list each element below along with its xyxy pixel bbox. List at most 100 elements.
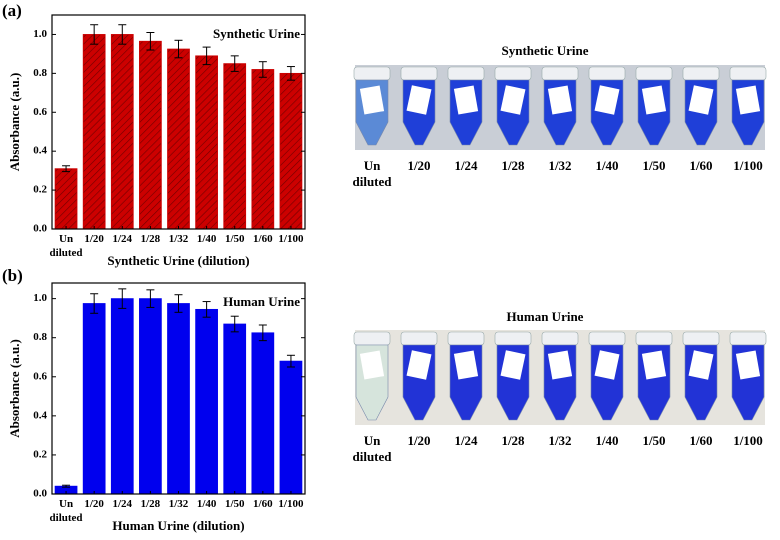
photo-label: 1/28 — [501, 433, 525, 448]
y-tick-label: 0.6 — [33, 106, 47, 118]
x-tick-label: 1/32 — [168, 498, 189, 510]
error-bar — [230, 315, 239, 333]
x-tick-label: 1/100 — [278, 498, 304, 510]
tube-cap — [729, 66, 767, 81]
bar — [251, 69, 275, 230]
tube-cap — [729, 331, 767, 346]
x-tick-label: Un diluted — [49, 498, 83, 524]
photo-label: Un diluted — [352, 433, 392, 465]
y-axis-label: Absorbance (a.u.) — [7, 73, 22, 172]
photo-label: 1/24 — [454, 158, 478, 173]
x-tick-label: 1/24 — [112, 233, 133, 245]
tube-cap — [353, 66, 391, 81]
y-tick-label: 1.0 — [33, 28, 47, 40]
error-bar — [174, 294, 183, 313]
error-bar — [202, 46, 211, 66]
photo-label: 1/32 — [548, 158, 572, 173]
bar — [82, 34, 106, 230]
x-tick-label: 1/24 — [112, 498, 133, 510]
tube-tag — [547, 350, 573, 380]
photo-title: Synthetic Urine — [501, 43, 588, 58]
tube-cap — [353, 331, 391, 346]
x-tick-label: 1/40 — [196, 498, 217, 510]
y-tick-label: 0.4 — [33, 145, 47, 157]
tube-tag — [500, 350, 526, 380]
x-axis-label: Human Urine (dilution) — [112, 518, 244, 533]
photo — [353, 330, 767, 425]
y-tick-label: 0.4 — [33, 409, 47, 421]
error-bar — [118, 24, 127, 45]
panel-label: (b) — [2, 266, 23, 285]
x-tick-label: 1/28 — [140, 498, 161, 510]
error-bar — [286, 66, 295, 81]
bar — [195, 55, 218, 230]
x-tick-label: 1/50 — [224, 233, 245, 245]
error-bar — [230, 55, 239, 72]
bar — [139, 40, 162, 230]
tube-cap — [682, 66, 720, 81]
tube-cap — [588, 331, 626, 346]
annotation: Human Urine — [223, 294, 300, 309]
photo-label: 1/100 — [733, 158, 763, 173]
tube-cap — [588, 66, 626, 81]
tube-tag — [688, 85, 714, 115]
annotation: Synthetic Urine — [213, 26, 300, 41]
photo-title: Human Urine — [507, 309, 584, 324]
plot-frame — [51, 282, 306, 495]
error-bar — [62, 165, 71, 173]
y-axis-label: Absorbance (a.u.) — [7, 339, 22, 438]
tube-cap — [400, 331, 438, 346]
x-tick-label: 1/60 — [253, 498, 273, 510]
bar — [223, 323, 247, 495]
y-tick-label: 0.2 — [33, 448, 47, 460]
photo-label: 1/20 — [407, 158, 431, 173]
bar — [195, 308, 218, 495]
y-tick-label: 0.2 — [33, 184, 47, 196]
y-tick-label: 0.0 — [33, 223, 47, 235]
tube-cap — [541, 66, 579, 81]
error-bar — [146, 289, 155, 308]
panel-label: (a) — [2, 1, 22, 20]
tube-tag — [641, 85, 667, 115]
tube-tag — [406, 350, 432, 380]
photo-label: 1/60 — [689, 158, 713, 173]
photo-label: 1/40 — [595, 433, 619, 448]
x-axis-label: Synthetic Urine (dilution) — [107, 253, 249, 268]
bar — [279, 360, 303, 495]
bar — [82, 303, 106, 495]
photo-label: 1/60 — [689, 433, 713, 448]
bar — [251, 332, 275, 495]
photo-label: 1/100 — [733, 433, 763, 448]
x-tick-label: 1/28 — [140, 233, 161, 245]
bar — [110, 298, 134, 495]
error-bar — [202, 301, 211, 318]
bar — [167, 303, 190, 495]
x-tick-label: 1/32 — [168, 233, 189, 245]
photo-label: 1/24 — [454, 433, 478, 448]
bar — [223, 63, 247, 230]
tube-cap — [635, 331, 673, 346]
error-bar — [258, 324, 267, 342]
photo-label: 1/50 — [642, 433, 666, 448]
error-bar — [90, 24, 99, 45]
photo-label: 1/40 — [595, 158, 619, 173]
tube-tag — [688, 350, 714, 380]
tube-cap — [494, 66, 532, 81]
photo-label: 1/32 — [548, 433, 572, 448]
y-tick-label: 0.8 — [33, 67, 47, 79]
bar — [110, 34, 134, 230]
x-tick-label: 1/100 — [278, 233, 304, 245]
x-tick-label: Un diluted — [49, 233, 83, 259]
error-bar — [174, 39, 183, 59]
x-tick-label: 1/60 — [253, 233, 273, 245]
x-tick-label: 1/50 — [224, 498, 245, 510]
bar — [139, 298, 162, 495]
bar — [54, 168, 78, 230]
tube-tag — [453, 85, 479, 115]
tube-tag — [547, 85, 573, 115]
x-tick-label: 1/40 — [196, 233, 217, 245]
tube-tag — [735, 350, 761, 380]
tube-tag — [594, 350, 620, 380]
